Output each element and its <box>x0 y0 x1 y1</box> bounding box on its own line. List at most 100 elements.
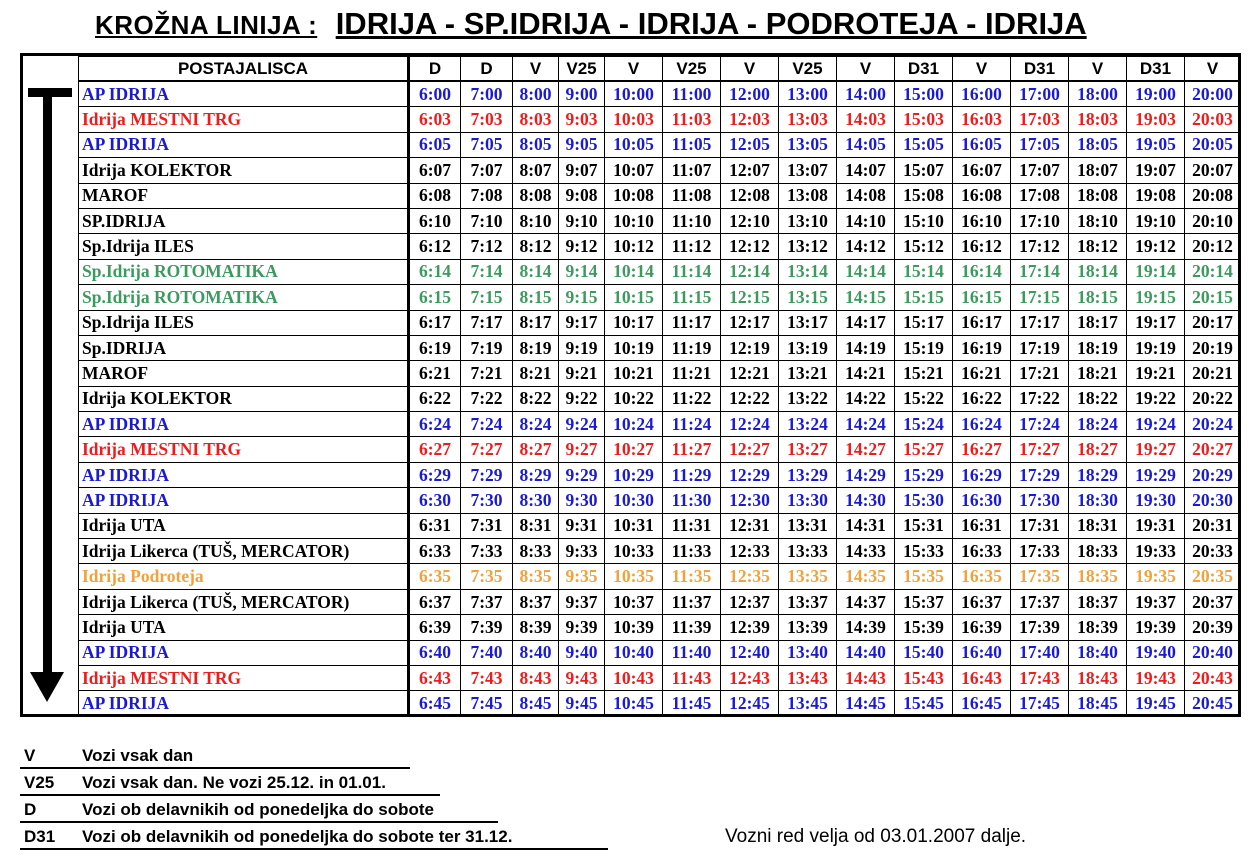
departure-time: 18:21 <box>1068 360 1127 387</box>
departure-time: 15:22 <box>894 385 953 413</box>
departure-time: 12:19 <box>720 334 779 362</box>
departure-time: 11:40 <box>662 639 721 666</box>
departure-time: 10:08 <box>604 182 663 209</box>
departure-time: 14:39 <box>836 614 895 641</box>
departure-time: 12:14 <box>720 258 779 286</box>
departure-time: 10:12 <box>604 233 663 260</box>
departure-time: 20:37 <box>1184 588 1241 616</box>
departure-time: 14:08 <box>836 182 895 209</box>
departure-time: 17:17 <box>1010 309 1069 336</box>
arrow-down-icon <box>30 672 64 702</box>
table-row: SP.IDRIJA 6:10 7:10 8:10 9:10 10:10 11:10 12:10… <box>78 207 1241 235</box>
departure-time: 9:21 <box>558 360 605 387</box>
departure-time: 10:37 <box>604 588 663 616</box>
departure-time: 18:35 <box>1068 563 1127 590</box>
departure-time: 16:19 <box>952 334 1011 362</box>
departure-time: 16:03 <box>952 106 1011 133</box>
departure-time: 13:17 <box>778 309 837 336</box>
departure-time: 14:35 <box>836 563 895 590</box>
departure-time: 6:37 <box>408 588 461 616</box>
legend-code: V25 <box>24 773 55 792</box>
legend-description: Vozi ob delavnikih od ponedeljka do sobo… <box>82 827 513 846</box>
departure-time: 14:40 <box>836 639 895 666</box>
departure-time: 10:22 <box>604 385 663 413</box>
departure-time: 6:15 <box>408 284 461 311</box>
departure-time: 16:21 <box>952 360 1011 387</box>
column-header: V25 <box>662 56 721 82</box>
departure-time: 20:31 <box>1184 512 1241 540</box>
timetable-header-row: POSTAJALISCA D D V V25 V V25 V V25 V D31 V D31 V D31 V <box>78 56 1241 82</box>
departure-time: 6:22 <box>408 385 461 413</box>
departure-time: 8:12 <box>512 233 559 260</box>
table-row: Idrija KOLEKTOR 6:22 7:22 8:22 9:22 10:22 11:2… <box>78 385 1241 413</box>
departure-time: 20:19 <box>1184 334 1241 362</box>
legend-item: D31 Vozi ob delavnikih od ponedeljka do s… <box>20 824 620 851</box>
departure-time: 15:40 <box>894 639 953 666</box>
column-header: D <box>460 56 513 82</box>
departure-time: 18:00 <box>1068 80 1127 108</box>
departure-time: 17:45 <box>1010 690 1069 717</box>
column-header: V25 <box>778 56 837 82</box>
departure-time: 14:19 <box>836 334 895 362</box>
departure-time: 20:07 <box>1184 157 1241 184</box>
departure-time: 17:10 <box>1010 207 1069 235</box>
departure-time: 15:39 <box>894 614 953 641</box>
departure-time: 10:21 <box>604 360 663 387</box>
departure-time: 7:03 <box>460 106 513 133</box>
station-name: AP IDRIJA <box>78 487 410 514</box>
station-name: Sp.Idrija ROTOMATIKA <box>78 284 410 311</box>
departure-time: 15:45 <box>894 690 953 717</box>
departure-time: 6:40 <box>408 639 461 666</box>
departure-time: 14:30 <box>836 487 895 514</box>
departure-time: 10:40 <box>604 639 663 666</box>
departure-time: 18:31 <box>1068 512 1127 540</box>
station-name: Idrija MESTNI TRG <box>78 664 410 692</box>
station-name: Idrija KOLEKTOR <box>78 157 410 184</box>
table-row: Idrija UTA 6:31 7:31 8:31 9:31 10:31 11:31 12:3… <box>78 512 1241 540</box>
departure-time: 18:37 <box>1068 588 1127 616</box>
departure-time: 11:15 <box>662 284 721 311</box>
departure-time: 18:22 <box>1068 385 1127 413</box>
departure-time: 7:24 <box>460 411 513 438</box>
departure-time: 10:19 <box>604 334 663 362</box>
departure-time: 7:39 <box>460 614 513 641</box>
departure-time: 7:27 <box>460 436 513 463</box>
departure-time: 12:37 <box>720 588 779 616</box>
departure-time: 7:45 <box>460 690 513 717</box>
departure-time: 15:05 <box>894 131 953 159</box>
departure-time: 10:00 <box>604 80 663 108</box>
departure-time: 8:19 <box>512 334 559 362</box>
column-header: D <box>408 56 461 82</box>
departure-time: 17:31 <box>1010 512 1069 540</box>
departure-time: 8:39 <box>512 614 559 641</box>
departure-time: 13:43 <box>778 664 837 692</box>
departure-time: 11:07 <box>662 157 721 184</box>
departure-time: 17:08 <box>1010 182 1069 209</box>
departure-time: 6:21 <box>408 360 461 387</box>
table-row: Idrija MESTNI TRG 6:27 7:27 8:27 9:27 10:27 11… <box>78 436 1241 463</box>
departure-time: 20:05 <box>1184 131 1241 159</box>
departure-time: 12:21 <box>720 360 779 387</box>
legend-underline <box>20 848 608 850</box>
departure-time: 12:29 <box>720 461 779 489</box>
departure-time: 14:15 <box>836 284 895 311</box>
legend-item: D Vozi ob delavnikih od ponedeljka do sob… <box>20 797 620 824</box>
departure-time: 7:05 <box>460 131 513 159</box>
departure-time: 6:45 <box>408 690 461 717</box>
column-header: V25 <box>558 56 605 82</box>
departure-time: 9:37 <box>558 588 605 616</box>
departure-time: 15:14 <box>894 258 953 286</box>
departure-time: 18:15 <box>1068 284 1127 311</box>
departure-time: 11:08 <box>662 182 721 209</box>
departure-time: 12:39 <box>720 614 779 641</box>
column-header: V <box>952 56 1011 82</box>
departure-time: 12:24 <box>720 411 779 438</box>
departure-time: 18:19 <box>1068 334 1127 362</box>
departure-time: 17:33 <box>1010 538 1069 565</box>
departure-time: 17:39 <box>1010 614 1069 641</box>
column-header: V <box>1068 56 1127 82</box>
departure-time: 15:03 <box>894 106 953 133</box>
departure-time: 18:05 <box>1068 131 1127 159</box>
departure-time: 19:14 <box>1126 258 1185 286</box>
table-row: AP IDRIJA 6:40 7:40 8:40 9:40 10:40 11:40 12:40… <box>78 639 1241 666</box>
